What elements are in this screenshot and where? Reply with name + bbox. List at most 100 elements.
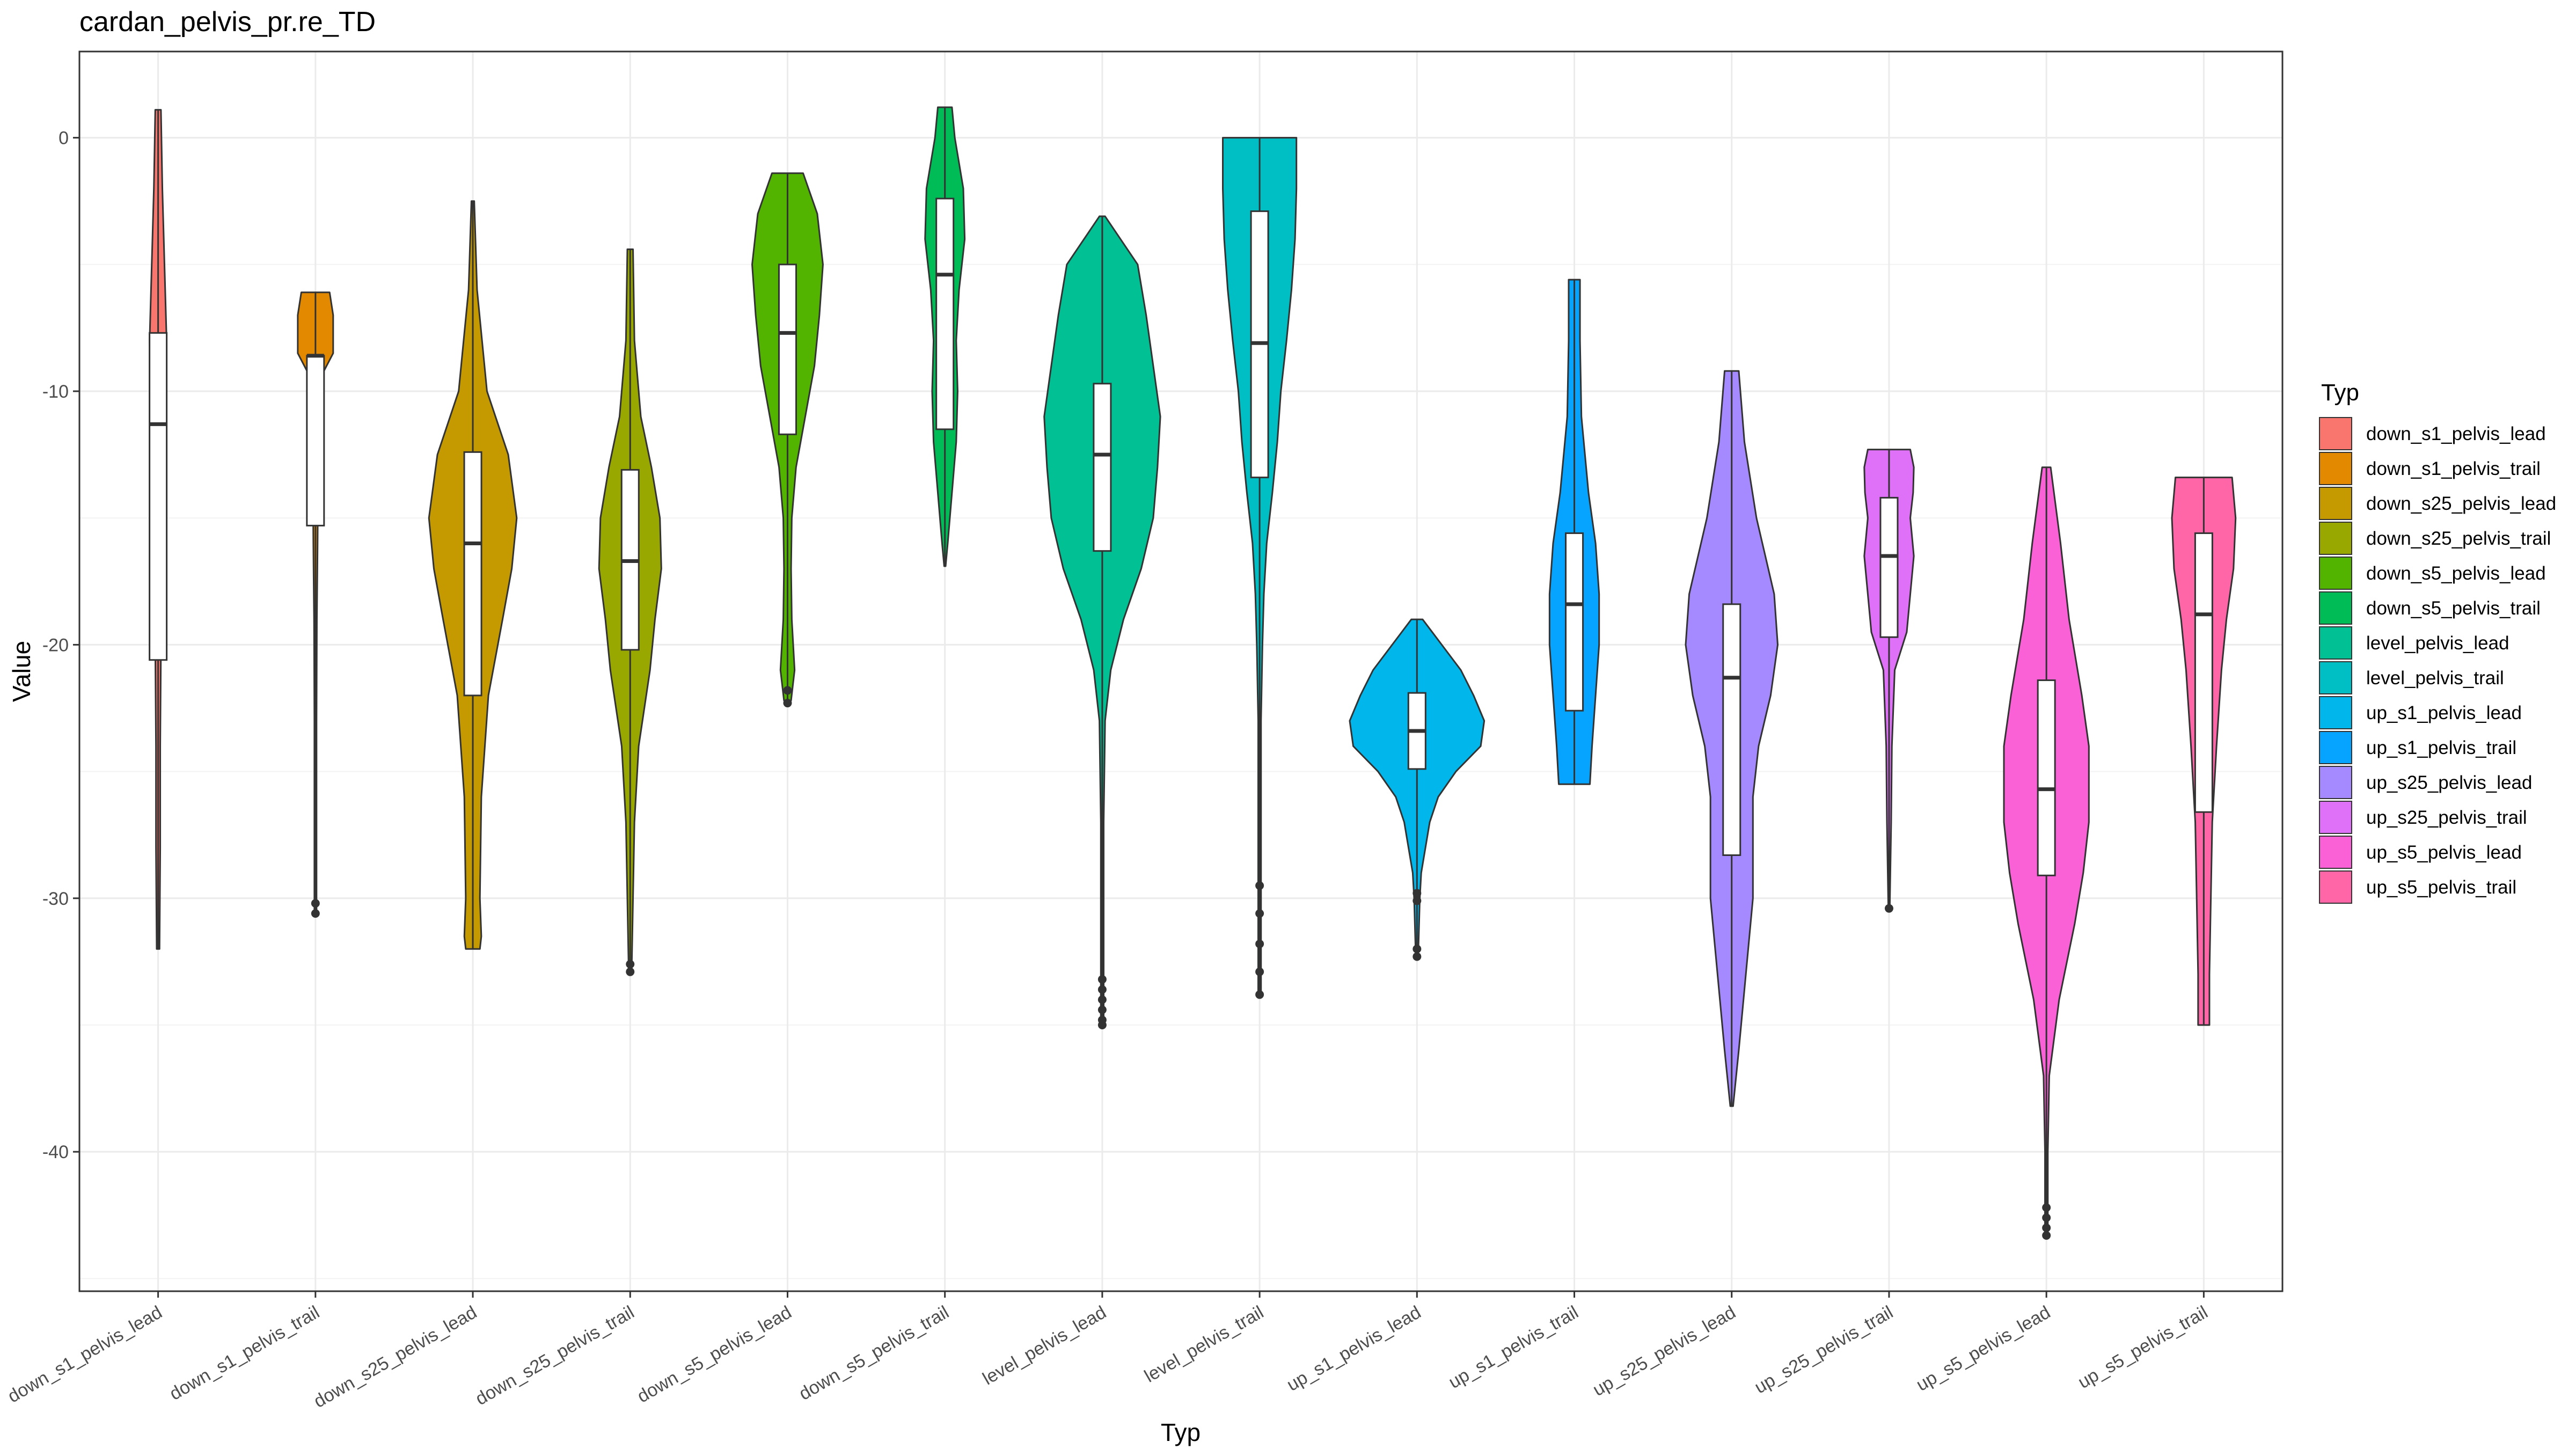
legend-label: up_s5_pelvis_trail xyxy=(2366,877,2516,898)
violin-down_s5_pelvis_trail xyxy=(924,106,966,567)
x-tick-label: up_s25_pelvis_trail xyxy=(1751,1302,1897,1397)
legend-label: up_s5_pelvis_lead xyxy=(2366,842,2522,863)
violin-level_pelvis_lead xyxy=(1043,215,1161,1029)
chart-title: cardan_pelvis_pr.re_TD xyxy=(79,6,376,38)
outlier-point xyxy=(1255,967,1264,976)
violin-down_s25_pelvis_trail xyxy=(598,248,662,976)
outlier-point xyxy=(1255,990,1264,999)
outlier-point xyxy=(626,967,635,976)
violin-up_s1_pelvis_lead xyxy=(1349,618,1485,961)
boxplot-box xyxy=(1565,532,1584,712)
x-axis: down_s1_pelvis_lead down_s1_pelvis_traild… xyxy=(4,1291,2211,1412)
violin-down_s1_pelvis_lead xyxy=(149,109,168,950)
legend-key xyxy=(2319,452,2352,485)
outlier-point xyxy=(1255,881,1264,890)
violins xyxy=(149,106,2237,1240)
outlier-point xyxy=(1255,909,1264,918)
outlier-point xyxy=(2042,1231,2051,1240)
outlier-point xyxy=(311,899,320,908)
outlier-point xyxy=(1413,896,1422,905)
boxplot-box xyxy=(778,264,797,435)
legend-label: down_s1_pelvis_lead xyxy=(2366,423,2546,444)
outlier-point xyxy=(311,909,320,918)
y-tick-label: -20 xyxy=(42,635,69,655)
legend-label: level_pelvis_trail xyxy=(2366,668,2504,689)
outlier-point xyxy=(1413,952,1422,961)
plot-panel xyxy=(79,52,2282,1291)
legend-title: Typ xyxy=(2321,379,2359,406)
x-tick-label: level_pelvis_lead xyxy=(979,1302,1110,1389)
outlier-point xyxy=(1255,939,1264,948)
violin-up_s5_pelvis_lead xyxy=(2003,466,2090,1240)
outlier-point xyxy=(1097,1020,1107,1029)
legend-key xyxy=(2319,487,2352,520)
boxplot-box xyxy=(463,451,482,697)
legend-key xyxy=(2319,417,2352,450)
violin-level_pelvis_trail xyxy=(1222,137,1298,999)
violin-up_s5_pelvis_trail xyxy=(2171,477,2237,1026)
legend-key xyxy=(2319,661,2352,694)
violin-down_s1_pelvis_trail xyxy=(297,291,334,918)
y-axis: 0 -10 -20 -30 -40 xyxy=(42,128,79,1162)
x-tick-label: down_s5_pelvis_lead xyxy=(634,1302,795,1407)
boxplot-box xyxy=(306,355,325,526)
outlier-point xyxy=(626,960,635,969)
outlier-point xyxy=(1884,904,1893,913)
y-tick-label: -10 xyxy=(42,382,69,402)
outlier-point xyxy=(1097,1005,1107,1014)
legend-label: up_s1_pelvis_trail xyxy=(2366,737,2516,758)
plot-border xyxy=(78,50,2284,1292)
legend-key xyxy=(2319,557,2352,590)
x-tick-label: down_s1_pelvis_lead xyxy=(4,1302,166,1407)
legend-label: up_s25_pelvis_lead xyxy=(2366,772,2532,793)
outlier-point xyxy=(1413,889,1422,898)
x-tick-label: down_s5_pelvis_trail xyxy=(795,1302,952,1404)
violin-up_s25_pelvis_trail xyxy=(1863,449,1915,913)
legend-key xyxy=(2319,870,2352,904)
x-tick-label: down_s1_pelvis_trail xyxy=(166,1302,323,1404)
legend-key xyxy=(2319,591,2352,625)
legend-key xyxy=(2319,522,2352,555)
boxplot-box xyxy=(1093,383,1112,552)
boxplot-box xyxy=(1722,603,1741,856)
boxplot-box xyxy=(1879,496,1899,638)
x-tick-label: down_s25_pelvis_trail xyxy=(472,1302,638,1409)
violin-down_s5_pelvis_lead xyxy=(751,172,824,708)
y-tick-label: 0 xyxy=(58,128,69,149)
outlier-point xyxy=(783,686,792,695)
boxplot-box xyxy=(935,197,955,430)
x-tick-label: up_s25_pelvis_lead xyxy=(1589,1302,1739,1400)
outlier-point xyxy=(1097,975,1107,984)
legend-label: down_s5_pelvis_lead xyxy=(2366,563,2546,584)
boxplot-box xyxy=(2037,679,2056,876)
legend-key xyxy=(2319,836,2352,869)
legend: Typ down_s1_pelvis_lead down_s1_pelvis_tr… xyxy=(2319,379,2556,904)
legend-label: down_s25_pelvis_trail xyxy=(2366,528,2551,549)
x-tick-label: up_s5_pelvis_trail xyxy=(2075,1302,2212,1393)
legend-key xyxy=(2319,731,2352,764)
legend-label: down_s5_pelvis_trail xyxy=(2366,598,2541,619)
x-tick-label: level_pelvis_trail xyxy=(1141,1302,1267,1387)
x-tick-label: up_s5_pelvis_lead xyxy=(1913,1302,2054,1395)
outlier-point xyxy=(2042,1223,2051,1232)
x-tick-label: down_s25_pelvis_lead xyxy=(310,1302,480,1412)
outlier-point xyxy=(1097,995,1107,1004)
boxplot-box xyxy=(149,332,168,661)
legend-key xyxy=(2319,801,2352,834)
y-tick-label: -30 xyxy=(42,889,69,909)
legend-label: level_pelvis_lead xyxy=(2366,633,2509,654)
y-axis-title: Value xyxy=(8,641,35,702)
violin-down_s25_pelvis_lead xyxy=(428,200,518,950)
x-axis-title: Typ xyxy=(1161,1418,1201,1446)
legend-label: up_s25_pelvis_trail xyxy=(2366,807,2527,828)
legend-label: up_s1_pelvis_lead xyxy=(2366,702,2522,723)
outlier-point xyxy=(2042,1203,2051,1212)
violin-up_s1_pelvis_trail xyxy=(1548,279,1600,785)
legend-key xyxy=(2319,626,2352,660)
outlier-point xyxy=(2042,1213,2051,1223)
outlier-point xyxy=(1413,945,1422,954)
x-tick-label: up_s1_pelvis_lead xyxy=(1283,1302,1424,1395)
outlier-point xyxy=(1097,985,1107,994)
outlier-point xyxy=(783,699,792,708)
